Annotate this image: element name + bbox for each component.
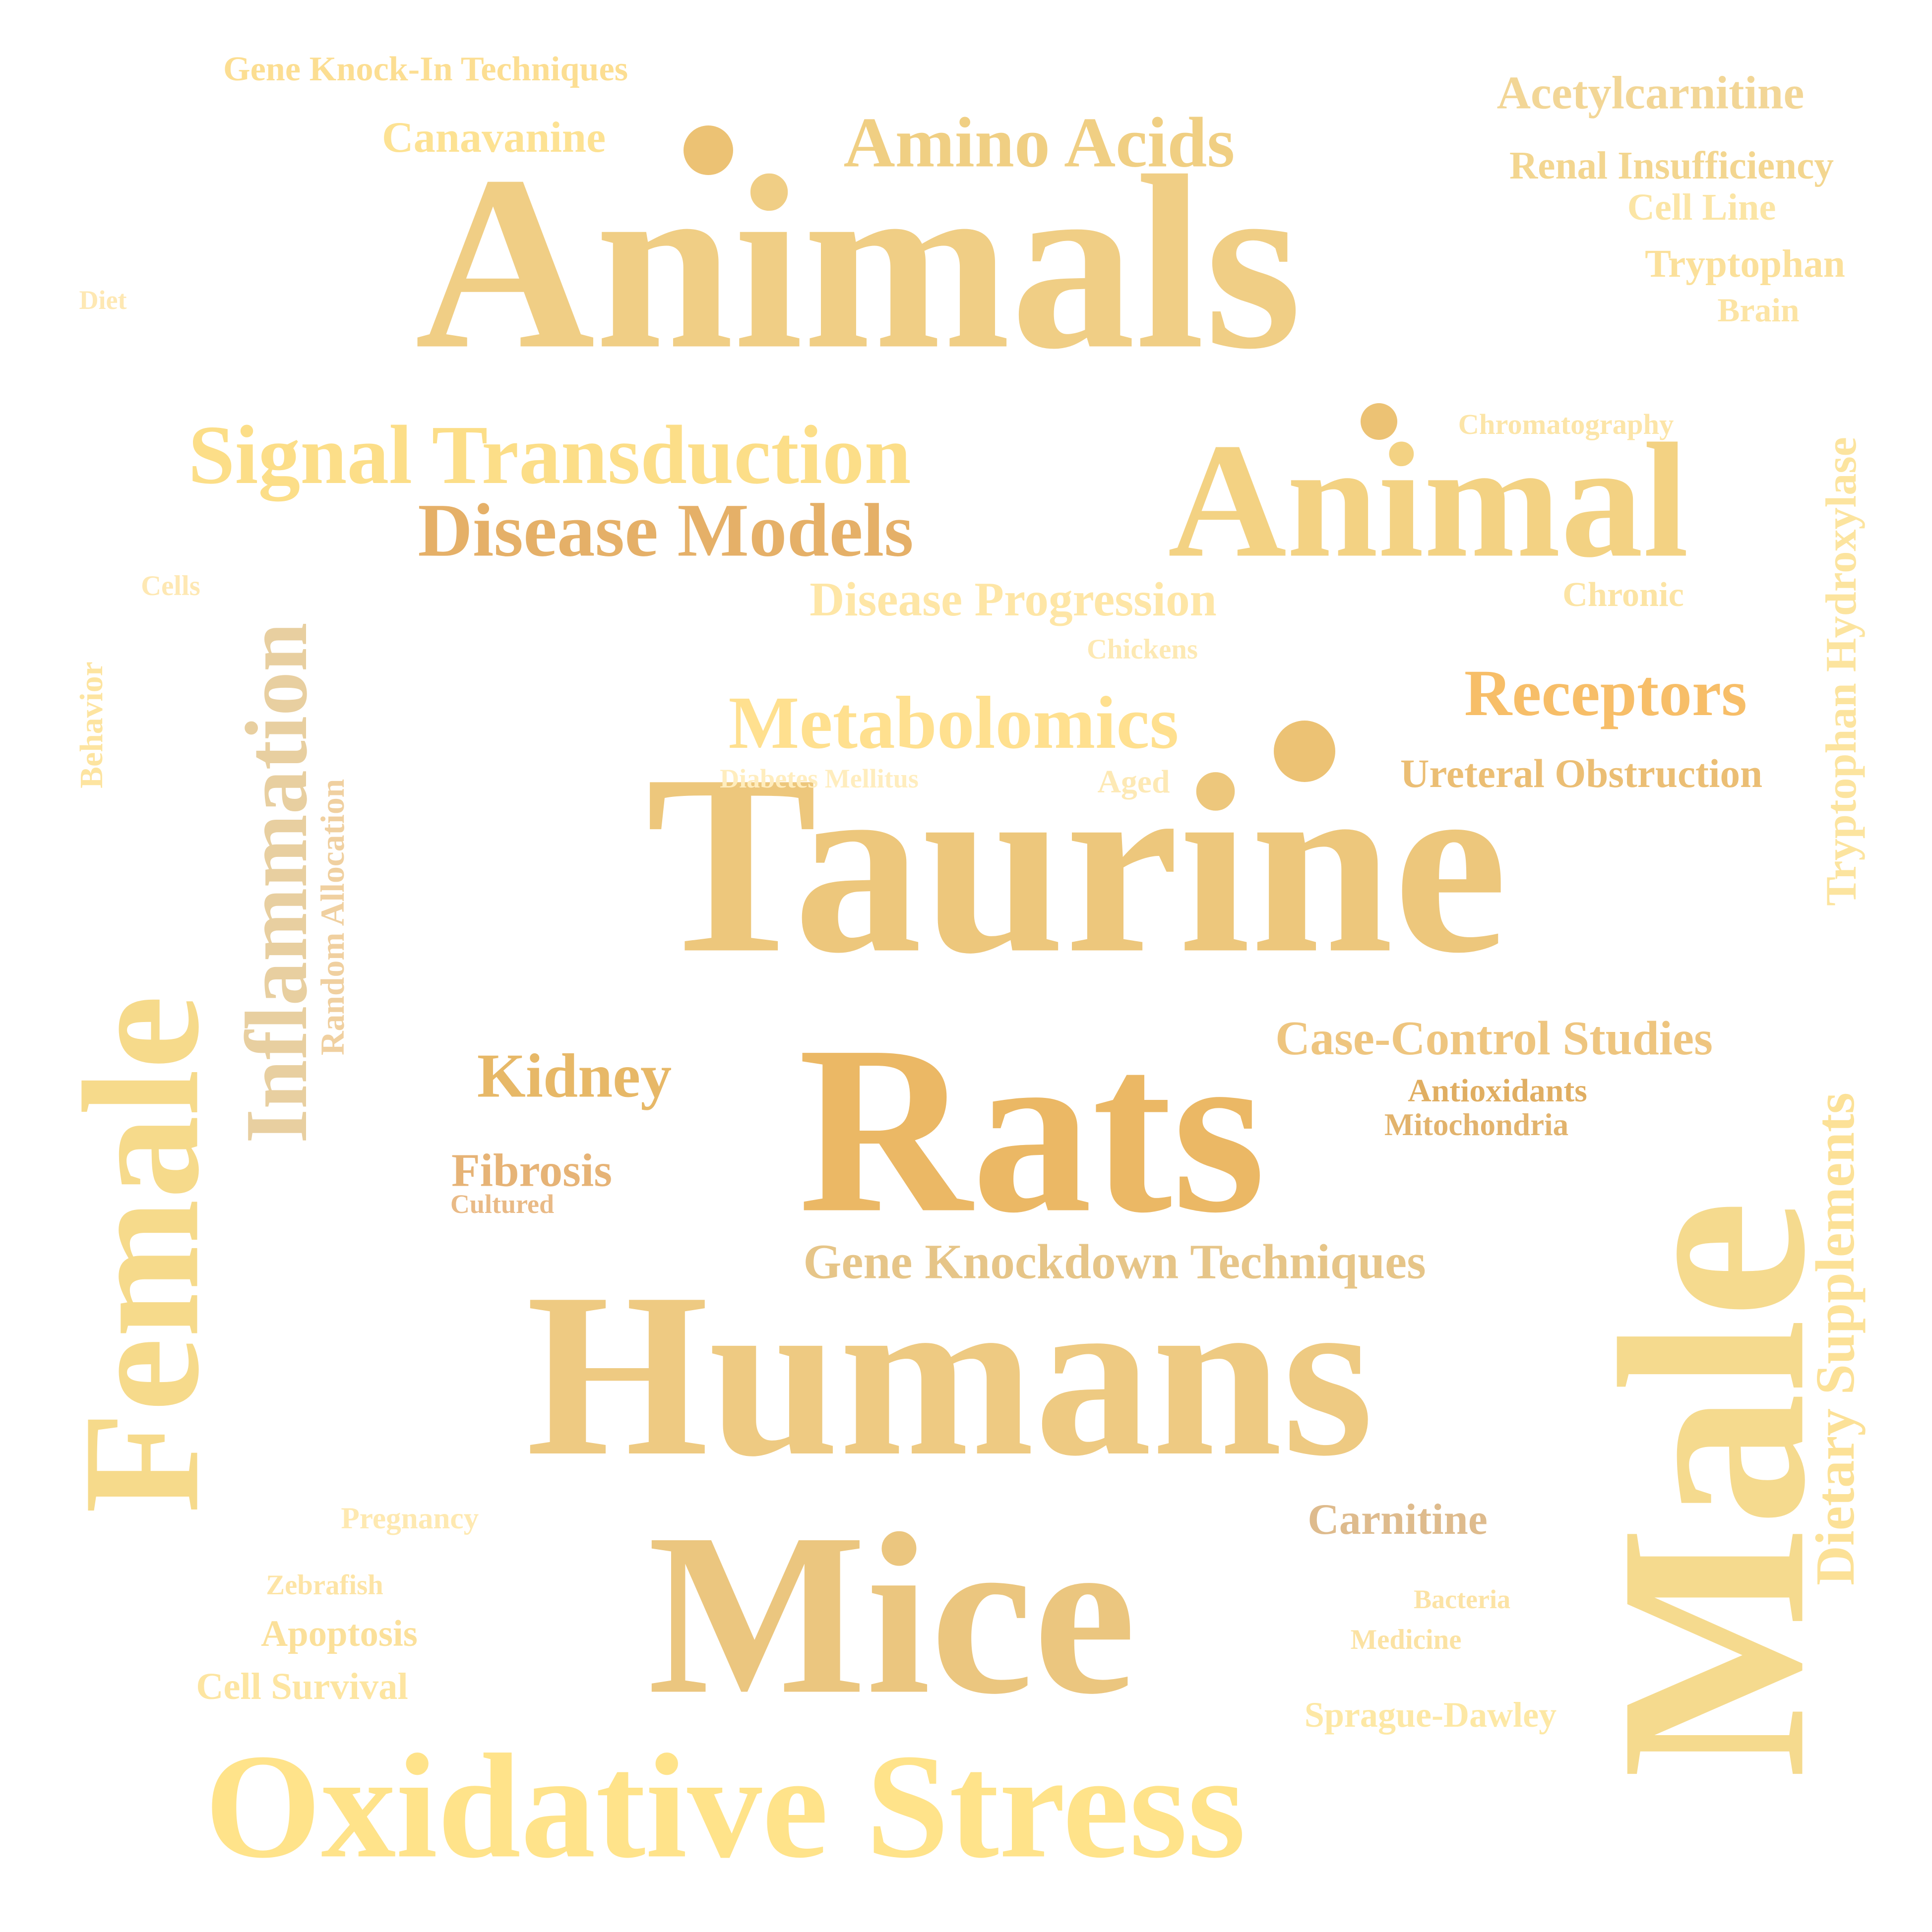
word-tryptophan: Tryptophan (1645, 242, 1845, 286)
word-case-control-studies: Case-Control Studies (1275, 1012, 1713, 1065)
word-cultured: Cultured (450, 1189, 554, 1219)
word-disease-progression: Disease Progression (810, 573, 1217, 626)
word-tryptophan-hydroxylase: Tryptophan Hydroxylase (1817, 437, 1866, 906)
word-mitochondria: Mitochondria (1384, 1107, 1568, 1142)
word-acetylcarnitine: Acetylcarnitine (1497, 67, 1805, 119)
word-inflammation: Inflammation (227, 622, 325, 1143)
word-rats: Rats (798, 996, 1265, 1263)
word-antioxidants: Antioxidants (1408, 1073, 1587, 1109)
word-signal-transduction: Signal Transduction (188, 408, 911, 501)
word-dietary-supplements: Dietary Supplements (1805, 1092, 1866, 1585)
word-carnitine: Carnitine (1308, 1495, 1488, 1544)
dot-decoration (684, 125, 733, 175)
word-male: Male (1564, 1200, 1861, 1779)
word-aged: Aged (1097, 764, 1170, 800)
word-canavanine: Canavanine (382, 113, 606, 162)
word-behavior: Behavior (73, 662, 110, 788)
word-cell-survival: Cell Survival (196, 1665, 408, 1707)
word-gene-knock-in-techniques: Gene Knock-In Techniques (223, 50, 628, 88)
word-ureteral-obstruction: Ureteral Obstruction (1400, 751, 1762, 796)
word-medicine: Medicine (1351, 1624, 1462, 1655)
word-metabolomics: Metabolomics (729, 681, 1179, 764)
word-renal-insufficiency: Renal Insufficiency (1509, 144, 1834, 187)
word-cells: Cells (141, 570, 200, 602)
word-random-allocation: Random Allocation (314, 779, 351, 1055)
word-diet: Diet (79, 285, 126, 315)
word-chickens: Chickens (1087, 634, 1198, 665)
dot-decoration (1274, 721, 1335, 782)
word-animals: Animals (415, 124, 1302, 401)
word-cell-line: Cell Line (1627, 186, 1776, 228)
word-animal: Animal (1168, 410, 1689, 592)
word-humans: Humans (526, 1245, 1374, 1505)
word-amino-acids: Amino Acids (844, 104, 1235, 182)
word-zebrafish: Zebrafish (266, 1570, 383, 1601)
word-disease-models: Disease Models (418, 489, 914, 573)
word-sprague-dawley: Sprague-Dawley (1305, 1695, 1557, 1735)
word-receptors: Receptors (1464, 656, 1747, 729)
word-chronic: Chronic (1562, 575, 1684, 614)
word-diabetes-mellitus: Diabetes Mellitus (720, 764, 919, 793)
word-female: Female (49, 995, 234, 1513)
word-fibrosis: Fibrosis (451, 1145, 612, 1197)
word-mice: Mice (648, 1486, 1136, 1742)
word-pregnancy: Pregnancy (341, 1502, 479, 1535)
word-taurine: Taurine (646, 722, 1507, 1007)
word-chromatography: Chromatography (1458, 408, 1674, 440)
word-bacteria: Bacteria (1414, 1584, 1510, 1614)
word-brain: Brain (1717, 292, 1799, 329)
word-oxidative-stress: Oxidative Stress (205, 1724, 1246, 1889)
word-kidney: Kidney (477, 1042, 672, 1111)
word-gene-knockdown-techniques: Gene Knockdown Techniques (803, 1235, 1426, 1289)
dot-decoration (1361, 403, 1397, 440)
word-apoptosis: Apoptosis (261, 1613, 418, 1654)
